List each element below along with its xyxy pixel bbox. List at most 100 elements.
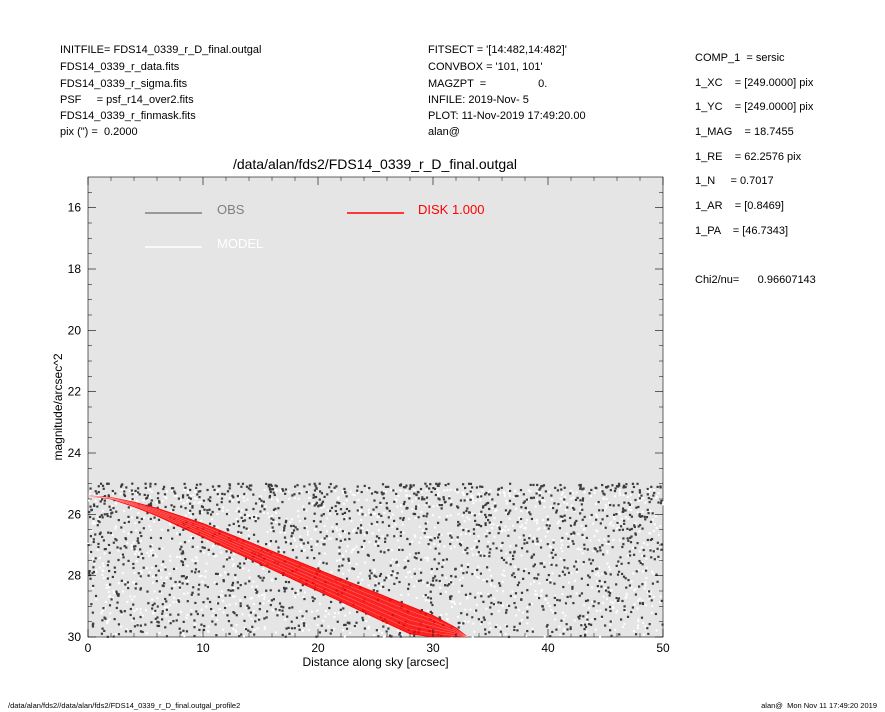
obs-point (207, 548, 210, 552)
model-point (542, 518, 545, 521)
model-point (595, 513, 598, 516)
model-point (305, 509, 308, 512)
obs-point (591, 559, 594, 562)
obs-point (611, 546, 614, 549)
obs-point (184, 486, 187, 489)
obs-point (88, 510, 91, 514)
obs-point (487, 501, 490, 505)
obs-point (559, 515, 562, 518)
obs-point (463, 499, 466, 502)
model-point (456, 491, 459, 494)
model-point (105, 583, 108, 586)
obs-point (136, 516, 139, 519)
obs-point (282, 489, 285, 492)
model-point (201, 580, 204, 583)
model-point (481, 489, 484, 492)
obs-point (561, 536, 564, 540)
obs-point (634, 532, 637, 535)
obs-point (431, 579, 435, 582)
model-point (448, 495, 451, 498)
obs-point (120, 579, 123, 582)
model-point (655, 495, 658, 498)
model-point (464, 608, 467, 611)
obs-point (413, 492, 416, 495)
model-point (119, 493, 122, 496)
obs-point (550, 494, 553, 497)
infile-date: INFILE: 2019-Nov- 5 (428, 94, 529, 106)
model-point (213, 581, 216, 584)
obs-point (413, 634, 416, 637)
obs-point (516, 494, 519, 498)
obs-point (609, 620, 612, 623)
obs-point (156, 497, 160, 500)
obs-point (338, 552, 341, 555)
model-point (661, 501, 664, 504)
model-point (350, 551, 353, 554)
obs-point (322, 593, 325, 596)
obs-point (243, 513, 246, 516)
model-point (637, 568, 640, 571)
model-point (576, 559, 579, 562)
model-point (255, 514, 258, 517)
model-point (490, 527, 493, 530)
model-point (536, 522, 539, 525)
y-tick-label: 30 (68, 630, 82, 644)
model-point (644, 581, 647, 584)
obs-point (477, 540, 481, 543)
obs-point (303, 597, 306, 601)
model-point (641, 599, 644, 602)
obs-point (88, 571, 91, 574)
model-point (453, 545, 456, 548)
obs-point (256, 540, 260, 543)
model-point (135, 529, 138, 532)
obs-point (374, 584, 377, 587)
model-point (487, 491, 490, 494)
model-point (444, 590, 447, 593)
obs-point (589, 623, 593, 626)
obs-point (617, 599, 620, 603)
disk-band-line (88, 495, 468, 637)
model-point (219, 574, 222, 577)
obs-point (106, 577, 109, 580)
obs-point (553, 502, 556, 505)
obs-point (415, 505, 418, 508)
model-point (151, 544, 154, 547)
model-point (239, 599, 242, 602)
obs-point (103, 494, 107, 498)
obs-point (94, 557, 97, 560)
model-point (122, 530, 125, 533)
data-file: FDS14_0339_r_data.fits (60, 61, 180, 73)
obs-point (538, 488, 541, 491)
model-point (504, 511, 507, 514)
model-point (149, 528, 152, 531)
param-comp: COMP_1 = sersic (695, 52, 785, 64)
obs-point (660, 548, 663, 551)
model-point (275, 489, 278, 492)
obs-point (208, 600, 212, 604)
model-point (236, 498, 239, 501)
obs-point (154, 483, 157, 486)
model-point (125, 628, 128, 631)
model-point (457, 513, 460, 516)
obs-point (361, 619, 365, 622)
model-point (198, 575, 201, 578)
obs-point (320, 492, 324, 495)
obs-point (520, 591, 524, 594)
model-point (358, 582, 361, 585)
obs-point (608, 594, 611, 597)
model-point (616, 523, 619, 526)
obs-point (387, 589, 391, 592)
obs-point (165, 600, 168, 603)
obs-point (261, 579, 264, 582)
obs-point (134, 489, 137, 493)
obs-point (313, 482, 316, 485)
obs-point (624, 509, 627, 512)
obs-point (92, 622, 95, 625)
obs-point (191, 513, 195, 516)
obs-point (329, 509, 332, 512)
model-point (611, 606, 614, 609)
obs-point (203, 508, 206, 511)
model-point (583, 528, 586, 531)
model-point (548, 490, 551, 493)
model-point (615, 611, 618, 614)
